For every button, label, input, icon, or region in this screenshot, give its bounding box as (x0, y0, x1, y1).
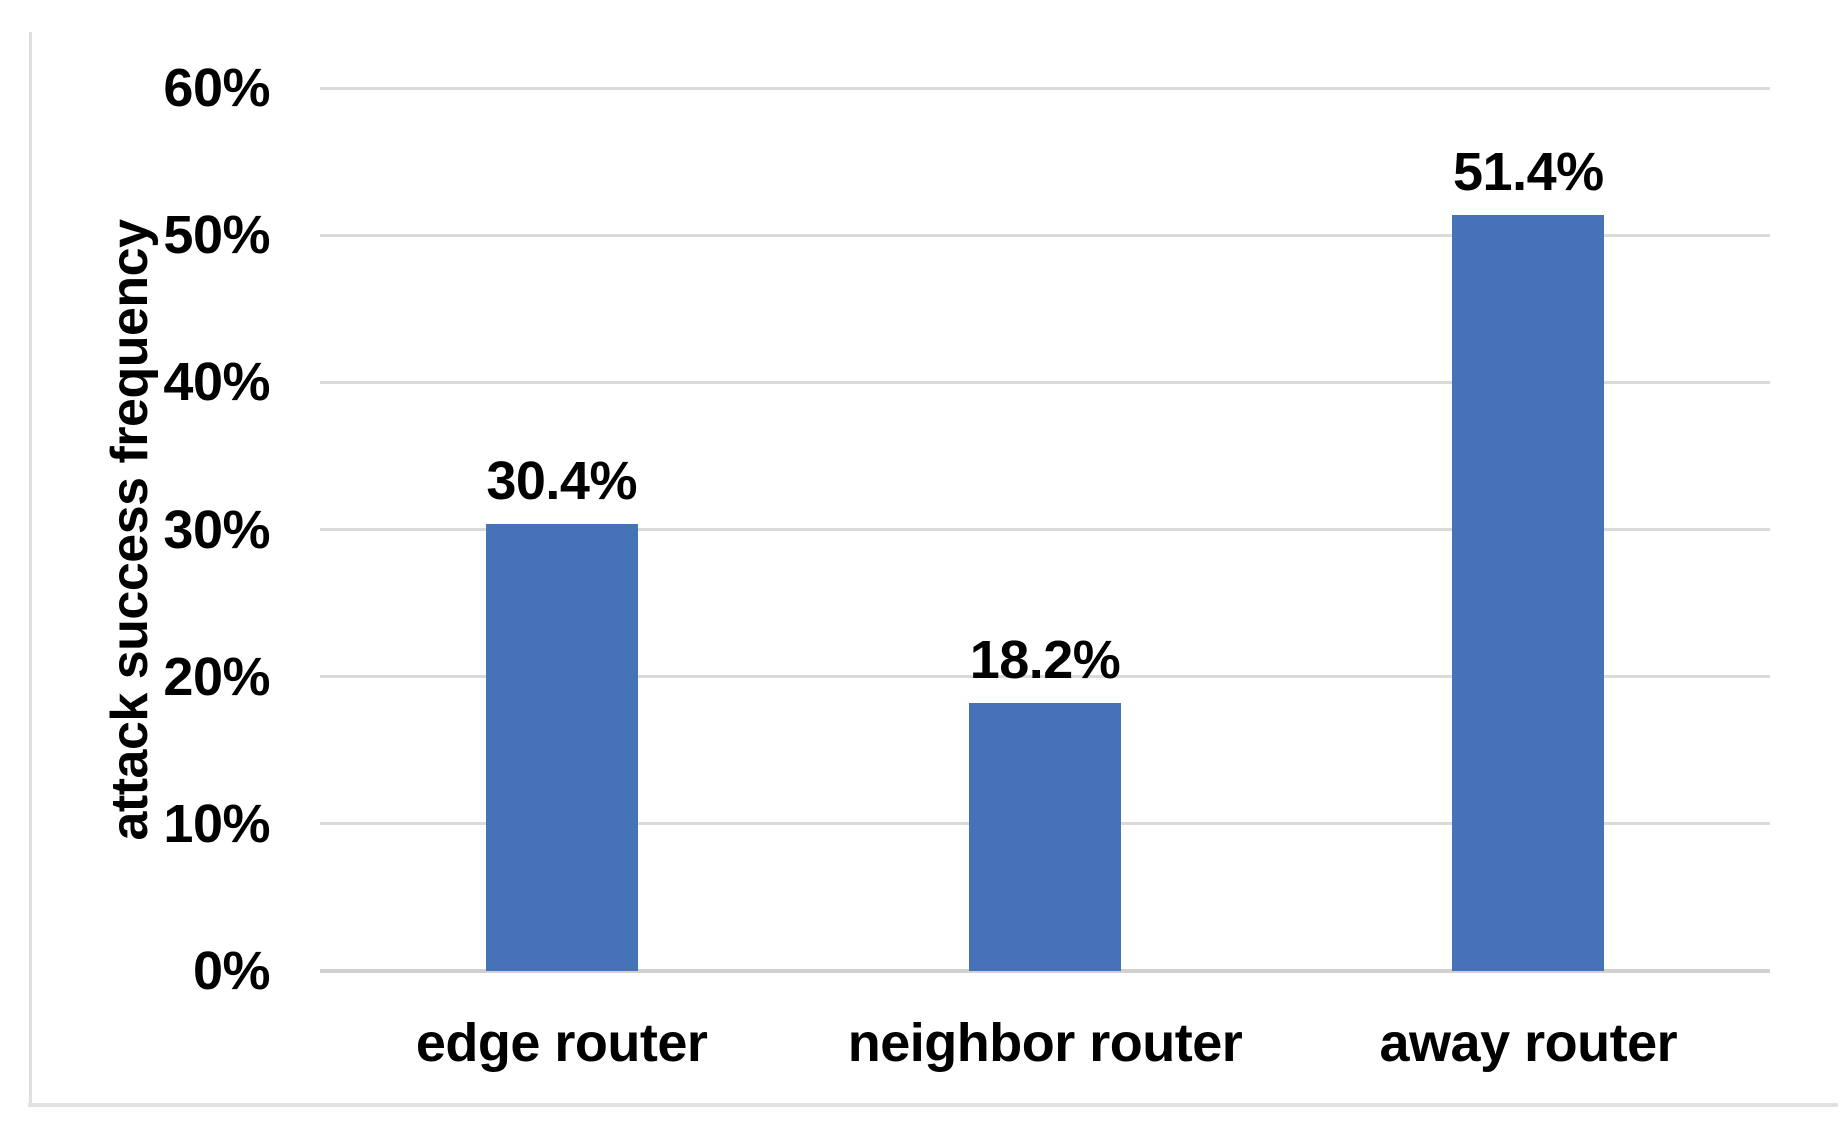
gridline-50 (320, 233, 1770, 237)
y-axis-title: attack success frequency (101, 219, 159, 841)
y-tick-label-10: 10% (163, 793, 270, 854)
bar-neighbor-router (969, 703, 1121, 971)
bar-away-router (1452, 214, 1605, 971)
y-tick-label-0: 0% (192, 941, 271, 1001)
gridline-20 (320, 675, 1770, 679)
gridline-60 (320, 86, 1770, 90)
category-label-neighbor-router: neighbor router (847, 1013, 1243, 1073)
data-label-away-router: 51.4% (1453, 141, 1604, 202)
category-label-edge-router: edge router (415, 1013, 708, 1073)
y-tick-label-50: 50% (163, 205, 270, 266)
y-tick-label-30: 30% (163, 499, 270, 560)
category-label-away-router: away router (1379, 1013, 1678, 1073)
y-tick-label-20: 20% (163, 646, 270, 707)
x-axis-line (320, 969, 1770, 973)
gridline-30 (320, 528, 1770, 531)
chart-border-bottom (28, 1103, 1838, 1107)
gridline-40 (320, 380, 1770, 384)
y-tick-label-60: 60% (163, 58, 270, 118)
data-label-edge-router: 30.4% (486, 450, 637, 511)
chart-border-left (29, 32, 32, 1107)
bar-edge-router (485, 523, 638, 971)
y-tick-label-40: 40% (163, 352, 270, 413)
data-label-neighbor-router: 18.2% (969, 630, 1121, 691)
